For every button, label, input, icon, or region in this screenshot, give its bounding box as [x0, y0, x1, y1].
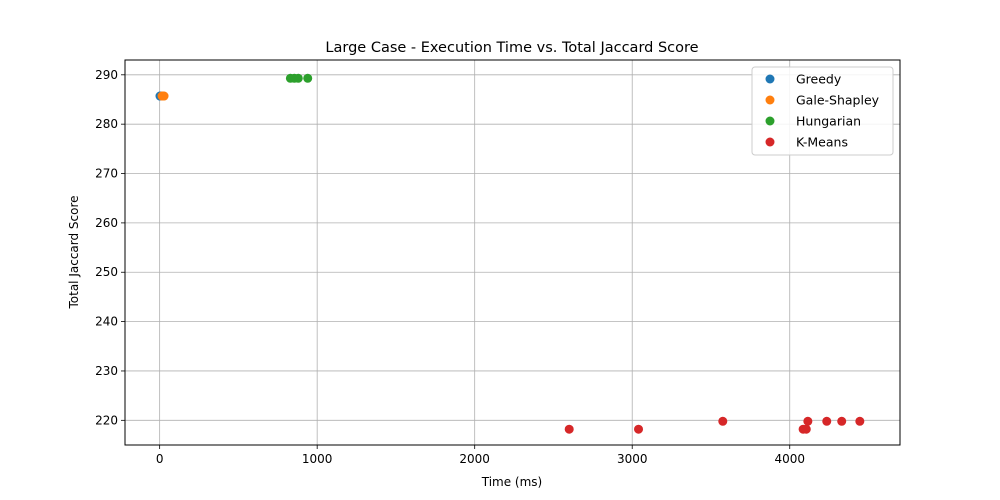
y-tick-label: 220 — [95, 413, 118, 427]
k-means-point — [822, 416, 832, 426]
gale-shapley-point — [159, 91, 169, 101]
y-tick-label: 260 — [95, 216, 118, 230]
y-tick-label: 280 — [95, 117, 118, 131]
y-tick-label: 240 — [95, 315, 118, 329]
y-axis-label: Total Jaccard Score — [67, 195, 81, 309]
grid — [125, 60, 900, 445]
x-tick-label: 4000 — [774, 452, 805, 466]
k-means-point — [718, 416, 728, 426]
legend-marker-gale-shapley — [765, 95, 775, 105]
legend-label-k-means: K-Means — [796, 135, 848, 150]
y-tick-label: 290 — [95, 68, 118, 82]
legend-label-gale-shapley: Gale-Shapley — [796, 93, 880, 108]
axis-ticks: 0 1000 2000 3000 4000 220 230 240 250 260 270 280 29… — [95, 68, 805, 466]
k-means-point — [855, 416, 865, 426]
legend: Greedy Gale-Shapley Hungarian K-Means — [751, 66, 894, 156]
x-tick-label: 1000 — [302, 452, 333, 466]
y-tick-label: 250 — [95, 265, 118, 279]
x-tick-label: 2000 — [459, 452, 490, 466]
x-axis-label: Time (ms) — [481, 475, 543, 489]
y-tick-label: 270 — [95, 167, 118, 181]
legend-box — [751, 66, 894, 156]
k-means-point — [564, 424, 574, 434]
legend-marker-hungarian — [765, 116, 775, 126]
legend-label-hungarian: Hungarian — [796, 114, 861, 129]
legend-marker-k-means — [765, 137, 775, 147]
legend-label-greedy: Greedy — [796, 72, 842, 87]
y-tick-label: 230 — [95, 364, 118, 378]
legend-marker-greedy — [765, 74, 775, 84]
k-means-point — [837, 416, 847, 426]
k-means-point — [634, 424, 644, 434]
x-tick-label: 0 — [156, 452, 164, 466]
plot-frame — [124, 59, 901, 446]
chart-title: Large Case - Execution Time vs. Total Ja… — [325, 40, 698, 56]
k-means-point — [803, 416, 813, 426]
x-tick-label: 3000 — [617, 452, 648, 466]
hungarian-point — [303, 73, 313, 83]
data-points — [155, 73, 865, 434]
hungarian-point — [293, 73, 303, 83]
k-means-point — [801, 424, 811, 434]
